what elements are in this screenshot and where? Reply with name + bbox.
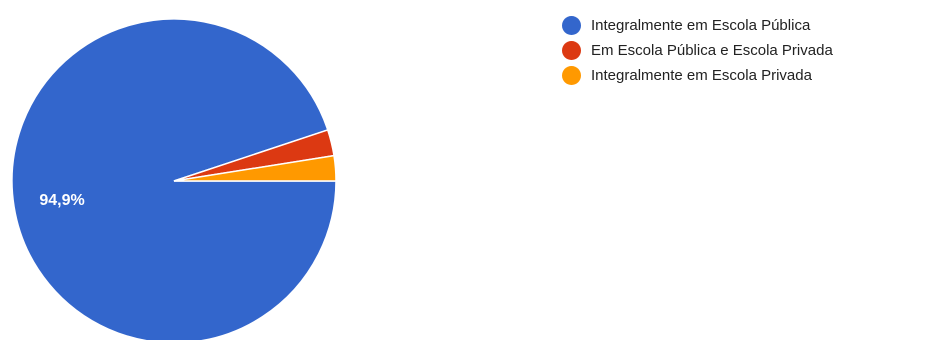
legend: Integralmente em Escola Pública Em Escol… [562,13,833,88]
legend-item-publica-e-privada[interactable]: Em Escola Pública e Escola Privada [562,38,833,63]
slice-integralmente-publica[interactable] [11,18,337,340]
pie-labels: 94,9% [39,192,84,209]
pie-slices [11,18,337,340]
legend-label-publica-e-privada: Em Escola Pública e Escola Privada [591,42,833,59]
legend-swatch-publica-e-privada [562,41,581,60]
legend-label-integralmente-publica: Integralmente em Escola Pública [591,17,811,34]
legend-swatch-integralmente-privada [562,66,581,85]
legend-item-integralmente-publica[interactable]: Integralmente em Escola Pública [562,13,833,38]
legend-swatch-integralmente-publica [562,16,581,35]
legend-label-integralmente-privada: Integralmente em Escola Privada [591,67,812,84]
slice-label-integralmente-publica: 94,9% [39,192,84,209]
slice-integralmente-privada[interactable] [173,154,337,182]
legend-item-integralmente-privada[interactable]: Integralmente em Escola Privada [562,63,833,88]
